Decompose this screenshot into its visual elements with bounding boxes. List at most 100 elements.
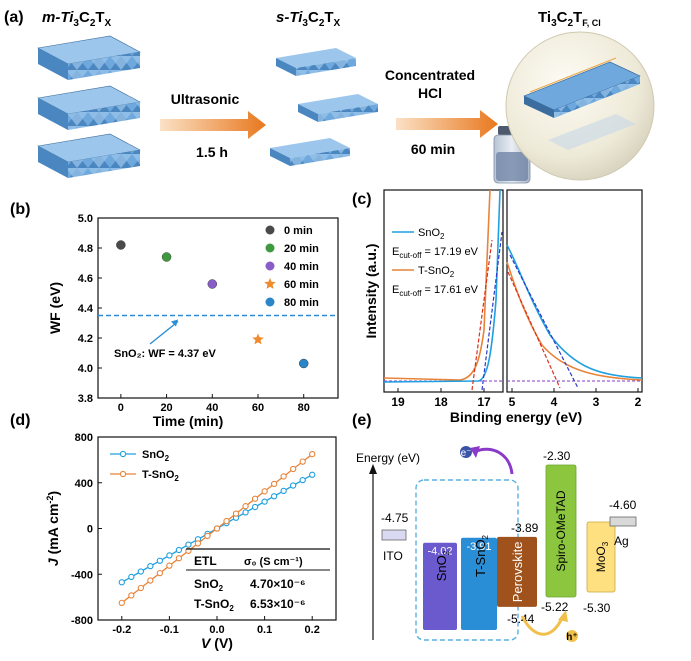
series-marker xyxy=(261,488,268,495)
series-marker xyxy=(251,503,259,511)
table-cell-etl: SnO2 xyxy=(194,577,224,593)
panel-c-plot: 19 18 17 5 4 3 2 Binding energy (eV) Intensity (… xyxy=(363,189,643,425)
fcl-mxene-sheet xyxy=(523,57,641,150)
series-marker xyxy=(309,451,316,458)
spiro-top-value: -2.30 xyxy=(543,449,571,463)
panel-e-label: (e) xyxy=(352,412,372,429)
electron-arrow xyxy=(473,447,514,475)
ag-label: Ag xyxy=(614,534,629,548)
panel-b: (b) 3.8 4.0 4.2 4.4 4.6 4.8 5.0 0 20 40 60 80 Time (… xyxy=(10,201,339,429)
spiro-bottom-value: -5.22 xyxy=(541,600,569,614)
y-axis-label: J (mA cm-2) xyxy=(45,491,61,566)
series-marker xyxy=(309,471,316,478)
legend-marker xyxy=(265,243,275,253)
y-tick-label: 4.8 xyxy=(78,243,93,255)
x-tick-label: -0.2 xyxy=(112,624,131,636)
series-marker xyxy=(137,584,144,592)
series-marker xyxy=(242,509,249,516)
x-tick-label: 4 xyxy=(551,395,558,409)
legend-marker xyxy=(265,261,275,271)
legend-marker xyxy=(119,470,127,478)
y-tick-label: 0 xyxy=(87,524,93,536)
data-point-80-min xyxy=(299,358,309,369)
table-header-etl: ETL xyxy=(194,554,217,568)
data-point-40-min xyxy=(207,279,217,289)
y-tick-label: -800 xyxy=(71,615,93,627)
series-marker xyxy=(261,498,268,505)
x-tick-label: 19 xyxy=(391,395,405,409)
panel-a: (a) m-Ti3C2TX Ultrasonic 1.5 h s-Ti3C2TX xyxy=(4,9,655,184)
series-marker xyxy=(270,480,278,488)
y-tick-label: 4.4 xyxy=(78,303,94,315)
plot-c-left-frame xyxy=(383,189,504,393)
series-marker xyxy=(280,473,287,480)
series-marker xyxy=(251,495,259,502)
legend-marker xyxy=(265,297,275,307)
series-marker xyxy=(166,552,173,559)
y-tick-label: 4.6 xyxy=(78,273,93,285)
legend-marker xyxy=(264,278,276,289)
reference-arrowhead xyxy=(171,319,178,327)
hcl-time: 60 min xyxy=(411,141,455,157)
curve-sno2-cutoff xyxy=(383,189,501,383)
legend-marker xyxy=(119,450,127,458)
hcl-label-line2: HCl xyxy=(418,85,442,101)
curve-sno2-vb xyxy=(506,244,643,379)
series-marker xyxy=(299,476,306,484)
fit-sno2-cutoff xyxy=(481,231,503,391)
legend-label: T-SnO2 xyxy=(142,469,179,483)
legend-label: 40 min xyxy=(284,261,319,273)
perovskite-band xyxy=(497,536,537,607)
legend-label: 60 min xyxy=(284,279,319,291)
hole-arrow xyxy=(520,615,564,636)
panel-d-plot: -800 -400 0 400 800 -0.2 -0.1 0.0 0.1 0.2 V (V) J (… xyxy=(45,432,337,651)
fit-sno2-vb xyxy=(509,254,579,389)
electron-symbol xyxy=(460,446,472,458)
fit-t-sno2-vb xyxy=(507,271,561,389)
legend-label: T-SnO2 xyxy=(418,265,455,279)
series-marker xyxy=(213,525,221,532)
x-tick-label: 60 xyxy=(252,402,264,414)
sno2-band xyxy=(423,542,457,630)
perovskite-label: Perovskite xyxy=(510,542,525,603)
y-tick-label: 400 xyxy=(75,478,93,490)
data-point-20-min xyxy=(161,252,172,262)
x-tick-label: 17 xyxy=(477,395,491,409)
perovskite-bottom-value: -5.44 xyxy=(507,612,535,626)
curve-t-sno2-vb xyxy=(506,261,643,381)
table-cell-sigma: 6.53×10⁻⁶ xyxy=(250,597,306,611)
cutoff-annotation: Ecut-off = 17.19 eV xyxy=(392,246,479,260)
fit-t-sno2-cutoff xyxy=(471,239,493,391)
series-marker xyxy=(290,482,297,489)
s-mxene-title: s-Ti3C2TX xyxy=(276,9,341,29)
y-tick-label: 3.8 xyxy=(78,393,93,405)
table-header-sigma: σ₀ (S cm⁻¹) xyxy=(244,556,303,568)
panel-c-label: (c) xyxy=(352,191,372,208)
sno2-level-value: -4.02 xyxy=(427,546,452,558)
ultrasonic-arrow xyxy=(160,111,266,139)
series-marker xyxy=(204,532,211,540)
spiro-band xyxy=(545,464,577,598)
x-tick-label: -0.1 xyxy=(160,624,179,636)
series-marker xyxy=(223,517,230,525)
table-cell-sigma: 4.70×10⁻⁶ xyxy=(250,577,306,591)
hole-arrowhead xyxy=(558,610,568,622)
panel-c: (c) 19 18 17 5 4 3 2 Binding energy (eV) Intensi… xyxy=(352,189,643,425)
legend-label: 0 min xyxy=(284,225,313,237)
hole-label: h⁺ xyxy=(566,632,577,643)
panel-b-plot: 3.8 4.0 4.2 4.4 4.6 4.8 5.0 0 20 40 60 80 Time (min)… xyxy=(47,213,339,429)
panel-b-label: (b) xyxy=(10,201,30,218)
ito-label: ITO xyxy=(383,549,403,563)
series-marker xyxy=(118,579,125,586)
electron-label: e⁻ xyxy=(461,448,472,459)
t-sno2-band-label: T-SnO2 xyxy=(473,534,490,577)
x-tick-label: 0.2 xyxy=(305,624,320,636)
series-marker xyxy=(137,568,144,575)
plot-c-right-frame xyxy=(506,189,643,393)
hcl-label-line1: Concentrated xyxy=(385,67,475,83)
series-marker xyxy=(175,546,183,554)
x-tick-label: 20 xyxy=(160,402,172,414)
x-tick-label: 18 xyxy=(434,395,448,409)
